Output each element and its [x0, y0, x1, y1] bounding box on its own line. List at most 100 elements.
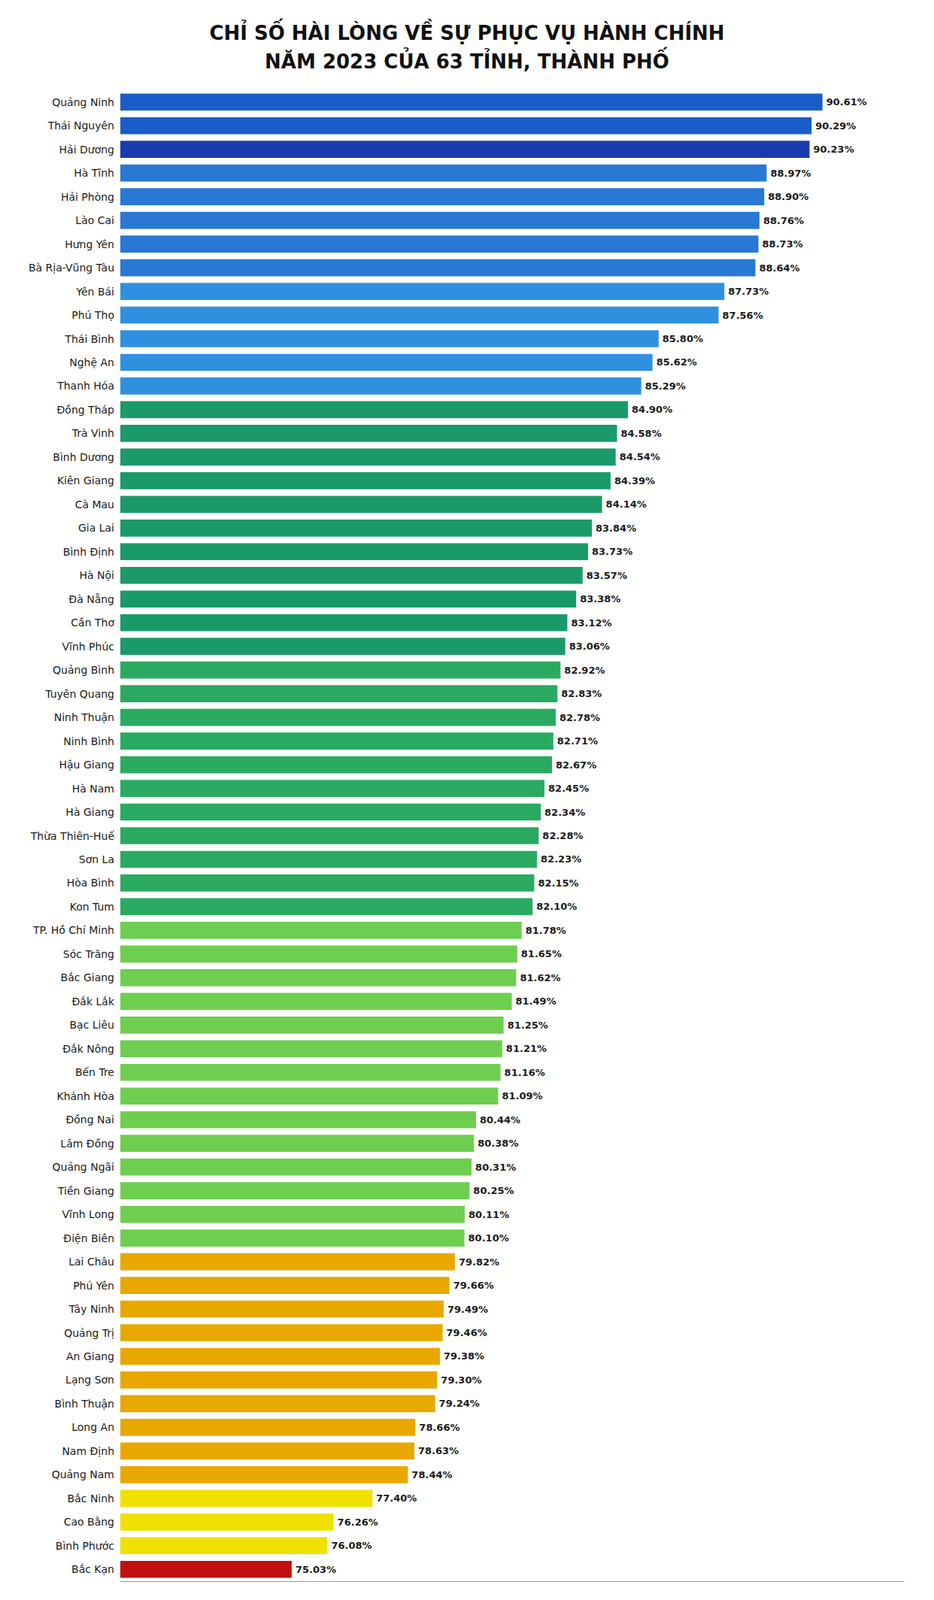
svg-text:CHỈ SỐ HÀI LÒNG VỀ SỰ PHỤC VỤ: CHỈ SỐ HÀI LÒNG VỀ SỰ PHỤC VỤ HÀNH CHÍNH [209, 18, 725, 45]
svg-text:80.10%: 80.10% [468, 1232, 510, 1244]
svg-text:Hà Nội: Hà Nội [79, 569, 115, 582]
svg-text:81.16%: 81.16% [504, 1067, 546, 1079]
svg-text:Bắc Giang: Bắc Giang [60, 971, 115, 984]
svg-text:Bình Định: Bình Định [63, 545, 115, 558]
svg-text:Bắc Ninh: Bắc Ninh [67, 1492, 115, 1505]
svg-text:84.14%: 84.14% [606, 498, 647, 510]
svg-text:Cà Mau: Cà Mau [75, 498, 115, 511]
svg-text:87.73%: 87.73% [727, 285, 769, 298]
svg-text:Đắk Lắk: Đắk Lắk [72, 995, 116, 1008]
svg-text:80.31%: 80.31% [475, 1161, 516, 1174]
svg-text:Hà Giang: Hà Giang [65, 806, 115, 819]
svg-text:Yên Bái: Yên Bái [75, 285, 115, 298]
svg-text:88.90%: 88.90% [767, 191, 809, 203]
svg-text:76.26%: 76.26% [337, 1516, 379, 1529]
svg-text:Quảng Nam: Quảng Nam [51, 1468, 115, 1481]
svg-text:Điện Biên: Điện Biên [63, 1232, 115, 1245]
svg-text:Long An: Long An [71, 1421, 115, 1434]
svg-text:82.83%: 82.83% [561, 688, 602, 700]
svg-text:78.63%: 78.63% [418, 1445, 459, 1457]
svg-text:Bến Tre: Bến Tre [75, 1066, 115, 1079]
svg-text:Phú Yên: Phú Yên [72, 1279, 115, 1292]
svg-text:82.15%: 82.15% [537, 877, 579, 889]
svg-text:Quảng Ninh: Quảng Ninh [51, 96, 115, 109]
svg-text:Nghệ An: Nghệ An [69, 356, 115, 369]
svg-text:Sơn La: Sơn La [78, 853, 115, 866]
svg-text:79.66%: 79.66% [453, 1279, 495, 1292]
svg-text:80.11%: 80.11% [468, 1209, 510, 1221]
svg-text:Hải Phòng: Hải Phòng [60, 191, 115, 204]
svg-text:90.23%: 90.23% [813, 143, 855, 155]
svg-text:Lạng Sơn: Lạng Sơn [65, 1373, 115, 1386]
svg-text:Quảng Bình: Quảng Bình [52, 664, 115, 677]
svg-text:76.08%: 76.08% [330, 1540, 372, 1552]
svg-text:Lâm Đồng: Lâm Đồng [60, 1137, 115, 1150]
svg-text:84.90%: 84.90% [631, 403, 673, 416]
svg-text:Vĩnh Phúc: Vĩnh Phúc [61, 640, 115, 653]
svg-text:85.62%: 85.62% [656, 356, 698, 368]
svg-text:Đà Nẵng: Đà Nẵng [68, 593, 115, 606]
svg-text:83.73%: 83.73% [591, 545, 633, 558]
svg-text:81.09%: 81.09% [501, 1090, 543, 1102]
svg-text:Kon Tum: Kon Tum [69, 900, 115, 913]
svg-text:81.62%: 81.62% [519, 972, 561, 984]
svg-text:Tiền Giang: Tiền Giang [57, 1185, 115, 1198]
svg-text:Đồng Tháp: Đồng Tháp [56, 403, 115, 416]
svg-text:Quảng Trị: Quảng Trị [63, 1327, 115, 1340]
svg-text:Ninh Bình: Ninh Bình [63, 735, 115, 748]
svg-text:79.49%: 79.49% [447, 1303, 489, 1316]
svg-text:82.23%: 82.23% [540, 853, 582, 865]
svg-text:87.56%: 87.56% [722, 309, 764, 322]
svg-text:Đồng Nai: Đồng Nai [65, 1113, 115, 1126]
svg-text:81.21%: 81.21% [506, 1043, 547, 1055]
svg-text:Kiên Giang: Kiên Giang [57, 474, 115, 487]
svg-text:79.46%: 79.46% [446, 1327, 488, 1339]
svg-text:82.71%: 82.71% [557, 735, 598, 747]
svg-text:82.92%: 82.92% [564, 664, 605, 677]
svg-text:81.78%: 81.78% [525, 924, 567, 937]
svg-text:Cần Thơ: Cần Thơ [70, 616, 115, 629]
svg-text:Tây Ninh: Tây Ninh [68, 1303, 115, 1316]
svg-text:90.29%: 90.29% [815, 120, 856, 132]
svg-text:Hà Tĩnh: Hà Tĩnh [73, 166, 115, 179]
svg-text:NĂM 2023 CỦA 63 TỈNH, THÀNH PH: NĂM 2023 CỦA 63 TỈNH, THÀNH PHỐ [264, 46, 670, 73]
svg-text:Bình Thuận: Bình Thuận [54, 1397, 115, 1411]
svg-text:Bà Rịa-Vũng Tàu: Bà Rịa-Vũng Tàu [28, 261, 115, 274]
svg-text:Bình Phước: Bình Phước [55, 1540, 115, 1553]
svg-text:82.34%: 82.34% [544, 806, 586, 819]
svg-text:82.45%: 82.45% [548, 782, 589, 795]
svg-text:88.73%: 88.73% [762, 238, 804, 250]
svg-text:Thanh Hóa: Thanh Hóa [56, 379, 115, 392]
svg-text:Bình Dương: Bình Dương [52, 451, 115, 464]
svg-text:TP. Hồ Chí Minh: TP. Hồ Chí Minh [32, 924, 115, 937]
svg-text:81.65%: 81.65% [521, 948, 562, 960]
svg-text:84.58%: 84.58% [621, 427, 662, 440]
svg-text:79.82%: 79.82% [458, 1256, 500, 1268]
svg-text:Hậu Giang: Hậu Giang [58, 758, 115, 771]
svg-text:An Giang: An Giang [66, 1350, 115, 1363]
svg-text:81.49%: 81.49% [515, 995, 557, 1007]
svg-text:84.39%: 84.39% [614, 475, 656, 487]
svg-text:Nam Định: Nam Định [61, 1445, 115, 1458]
svg-text:88.97%: 88.97% [770, 167, 811, 179]
svg-text:Hưng Yên: Hưng Yên [64, 238, 115, 251]
svg-text:Bạc Liêu: Bạc Liêu [69, 1018, 115, 1032]
svg-text:85.80%: 85.80% [662, 333, 704, 345]
svg-text:Ninh Thuận: Ninh Thuận [54, 711, 115, 724]
svg-text:83.06%: 83.06% [569, 640, 610, 652]
svg-text:80.25%: 80.25% [473, 1185, 514, 1197]
svg-text:88.76%: 88.76% [763, 215, 804, 227]
svg-text:79.30%: 79.30% [440, 1374, 482, 1386]
svg-text:82.10%: 82.10% [536, 900, 577, 913]
svg-text:83.57%: 83.57% [586, 570, 628, 582]
svg-text:Hải Dương: Hải Dương [59, 143, 115, 156]
svg-text:82.28%: 82.28% [542, 830, 583, 842]
svg-text:Hòa Bình: Hòa Bình [66, 876, 115, 889]
svg-text:Thừa Thiên-Huế: Thừa Thiên-Huế [30, 830, 116, 843]
svg-text:Gia Lai: Gia Lai [78, 521, 115, 534]
svg-text:Khánh Hòa: Khánh Hòa [56, 1090, 115, 1103]
svg-text:Sóc Trăng: Sóc Trăng [63, 948, 115, 961]
svg-text:Phú Thọ: Phú Thọ [71, 309, 115, 322]
svg-text:78.44%: 78.44% [411, 1469, 452, 1481]
svg-text:80.44%: 80.44% [479, 1114, 521, 1126]
